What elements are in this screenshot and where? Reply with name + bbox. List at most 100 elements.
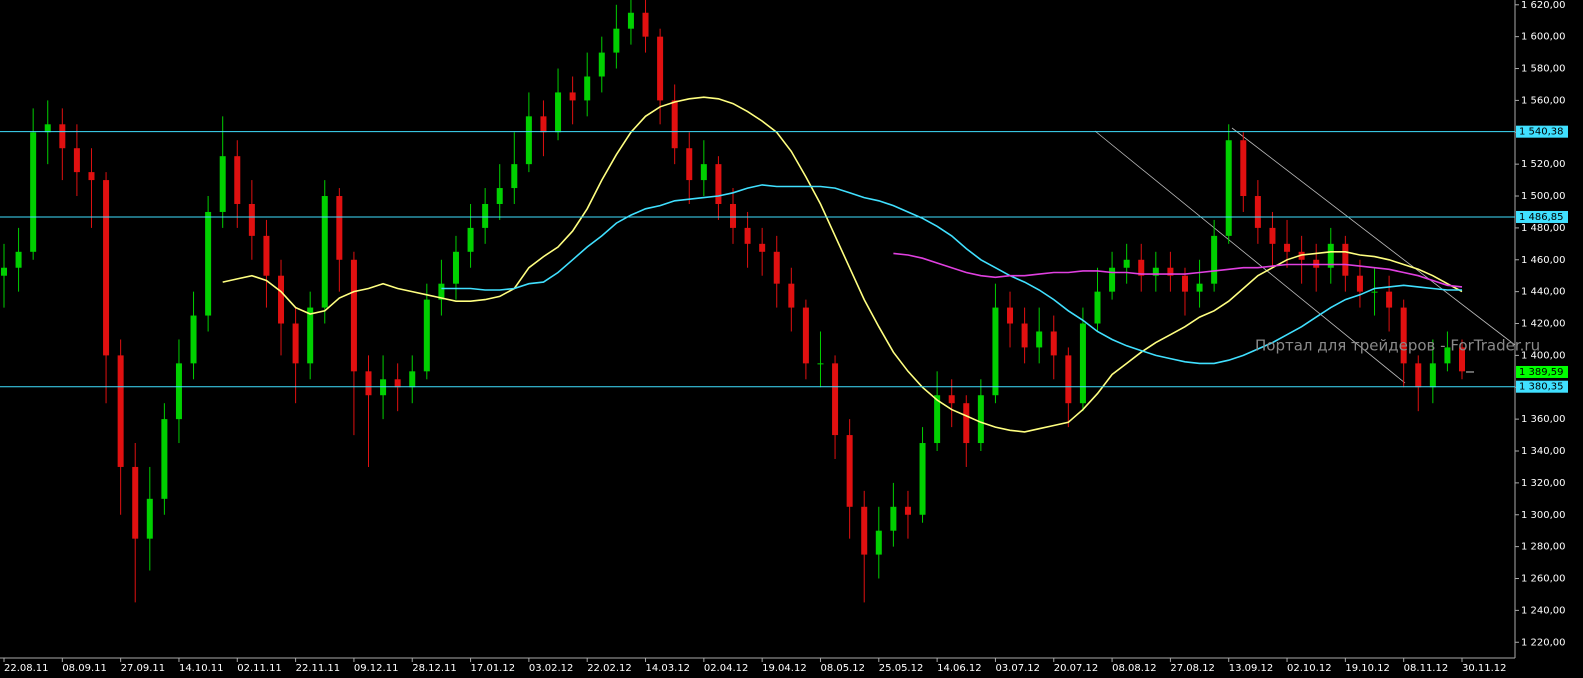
last-price-box xyxy=(1516,365,1568,378)
candle-body xyxy=(1459,347,1465,372)
candle-body xyxy=(1444,347,1451,364)
y-tick-label: 1 480,00 xyxy=(1521,223,1566,234)
y-tick-label: 1 520,00 xyxy=(1521,159,1566,170)
candle-body xyxy=(1152,267,1159,276)
y-tick-label: 1 580,00 xyxy=(1521,64,1566,75)
candle-body xyxy=(817,363,824,365)
candle-body xyxy=(1065,355,1072,404)
candle-body xyxy=(409,371,416,388)
y-tick-label: 1 440,00 xyxy=(1521,287,1566,298)
candle-body xyxy=(802,307,809,364)
y-tick-label: 1 220,00 xyxy=(1521,637,1566,648)
level-label: 1 486,85 xyxy=(1519,212,1564,223)
candle-body xyxy=(1400,307,1407,364)
candle-body xyxy=(1342,243,1349,276)
candle-body xyxy=(423,299,430,372)
candle-body xyxy=(59,124,66,149)
candle-body xyxy=(175,363,182,420)
candle-body xyxy=(598,52,605,77)
candle-body xyxy=(1254,196,1261,228)
candle-body xyxy=(1211,235,1218,284)
level-label: 1 540,38 xyxy=(1519,127,1564,138)
candle-body xyxy=(1167,267,1174,276)
candle-body xyxy=(1327,243,1334,268)
candle-body xyxy=(44,124,51,133)
candle-body xyxy=(948,395,955,404)
last-price-label: 1 389,59 xyxy=(1519,367,1564,378)
candle-body xyxy=(657,36,664,101)
candle-body xyxy=(146,498,153,539)
candle-body xyxy=(1415,363,1422,388)
candle-body xyxy=(205,211,212,316)
candle-body xyxy=(613,28,620,53)
candle-body xyxy=(1123,259,1130,268)
candle-body xyxy=(715,164,722,204)
candle-body xyxy=(190,315,197,364)
y-tick-label: 1 460,00 xyxy=(1521,255,1566,266)
x-tick-label: 17.01.12 xyxy=(471,663,516,674)
candle-body xyxy=(1269,227,1276,244)
candle-body xyxy=(496,188,503,204)
candle-body xyxy=(132,466,139,539)
y-tick-label: 1 500,00 xyxy=(1521,191,1566,202)
moving-average xyxy=(893,252,1463,288)
x-tick-label: 08.09.11 xyxy=(62,663,107,674)
candle-body xyxy=(642,12,649,37)
candle-body xyxy=(321,196,328,308)
candle-body xyxy=(904,506,911,515)
x-tick-label: 13.09.12 xyxy=(1229,663,1274,674)
candle-body xyxy=(627,12,634,29)
x-tick-label: 09.12.11 xyxy=(354,663,399,674)
watermark: Портал для трейдеров - ForTrader.ru xyxy=(1255,337,1540,355)
y-tick-label: 1 280,00 xyxy=(1521,542,1566,553)
candle-body xyxy=(1386,291,1393,308)
x-tick-label: 08.08.12 xyxy=(1112,663,1157,674)
x-tick-label: 30.11.12 xyxy=(1462,663,1507,674)
x-tick-label: 03.02.12 xyxy=(529,663,574,674)
candle-body xyxy=(73,148,80,173)
candle-body xyxy=(671,100,678,149)
candle-body xyxy=(117,355,124,467)
candle-body xyxy=(30,132,37,252)
candle-body xyxy=(1240,140,1247,197)
candle-body xyxy=(1429,363,1436,388)
x-tick-label: 03.07.12 xyxy=(995,663,1040,674)
y-tick-label: 1 320,00 xyxy=(1521,478,1566,489)
candle-body xyxy=(1036,331,1043,348)
y-tick-label: 1 600,00 xyxy=(1521,32,1566,43)
candle-body xyxy=(15,251,22,268)
candle-body xyxy=(365,371,372,396)
candle-body xyxy=(1284,243,1291,252)
x-tick-label: 27.09.11 xyxy=(121,663,166,674)
candle-body xyxy=(730,203,736,228)
x-tick-label: 02.04.12 xyxy=(704,663,749,674)
candle-body xyxy=(934,395,941,444)
candle-body xyxy=(555,92,562,133)
y-tick-label: 1 560,00 xyxy=(1521,95,1566,106)
x-tick-label: 28.12.11 xyxy=(412,663,457,674)
candle-body xyxy=(438,283,445,300)
candle-body xyxy=(482,203,489,228)
candle-body xyxy=(103,180,110,356)
x-tick-label: 19.04.12 xyxy=(762,663,807,674)
level-label: 1 380,35 xyxy=(1519,382,1564,393)
x-tick-label: 14.03.12 xyxy=(646,663,691,674)
y-tick-label: 1 340,00 xyxy=(1521,446,1566,457)
candle-body xyxy=(1181,275,1188,292)
candle-body xyxy=(307,307,314,364)
candle-body xyxy=(394,379,401,388)
candle-body xyxy=(1007,307,1014,324)
trend-line xyxy=(1231,127,1516,346)
candle-body xyxy=(1,267,7,276)
x-tick-label: 02.11.11 xyxy=(237,663,282,674)
moving-average xyxy=(222,96,1463,433)
candle-body xyxy=(263,235,270,276)
candle-body xyxy=(1079,323,1086,404)
candle-body xyxy=(1371,291,1378,293)
y-tick-label: 1 260,00 xyxy=(1521,574,1566,585)
candle-body xyxy=(963,403,970,444)
candle-body xyxy=(584,76,591,101)
x-tick-label: 14.10.11 xyxy=(179,663,224,674)
candle-body xyxy=(1356,275,1363,292)
